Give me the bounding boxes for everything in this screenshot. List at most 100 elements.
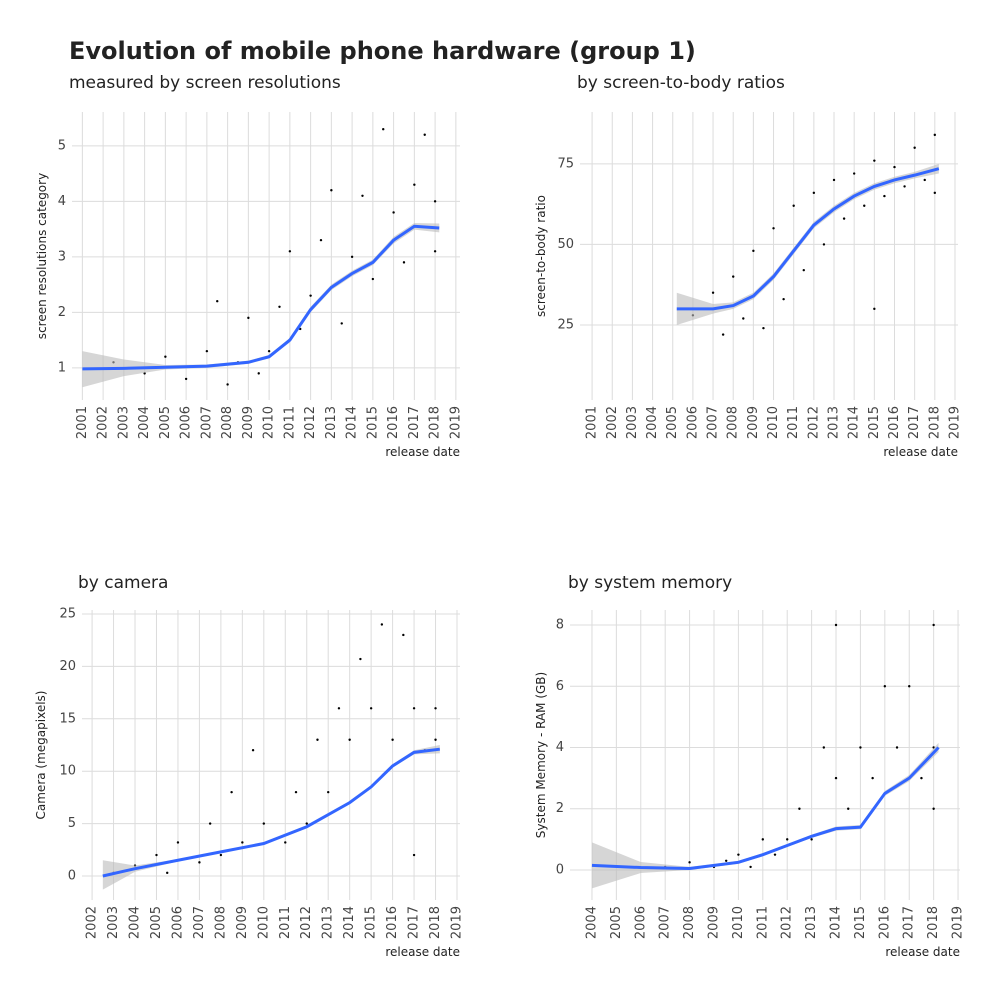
x-tick-label: 2010 bbox=[766, 406, 781, 439]
data-point bbox=[319, 238, 323, 242]
data-point bbox=[434, 707, 437, 710]
smooth-line bbox=[591, 746, 940, 870]
data-point bbox=[176, 841, 180, 844]
y-tick-label: 8 bbox=[556, 618, 564, 633]
data-point bbox=[402, 633, 405, 637]
x-tick-label: 2013 bbox=[804, 906, 819, 939]
data-point bbox=[711, 291, 715, 294]
data-point bbox=[893, 165, 896, 169]
data-point bbox=[859, 746, 862, 749]
x-tick-label: 2005 bbox=[665, 406, 680, 439]
data-point bbox=[773, 853, 777, 856]
x-tick-label: 2016 bbox=[887, 406, 902, 439]
x-tick-label: 2008 bbox=[220, 406, 235, 439]
data-point bbox=[434, 738, 437, 741]
data-point bbox=[932, 807, 935, 810]
y-tick-label: 2 bbox=[556, 801, 564, 816]
x-tick-label: 2018 bbox=[927, 406, 942, 439]
data-point bbox=[423, 133, 426, 136]
data-point bbox=[932, 623, 935, 627]
panel-subtitle: by camera bbox=[78, 573, 168, 593]
y-tick-label: 1 bbox=[58, 360, 66, 375]
x-tick-label: 2009 bbox=[235, 906, 250, 939]
data-point bbox=[822, 746, 826, 749]
data-point bbox=[923, 178, 926, 182]
data-point bbox=[226, 383, 229, 386]
data-point bbox=[241, 841, 244, 844]
figure-title: Evolution of mobile phone hardware (grou… bbox=[69, 37, 696, 65]
data-point bbox=[871, 776, 874, 780]
x-tick-label: 2016 bbox=[385, 906, 400, 939]
x-tick-label: 2019 bbox=[951, 906, 966, 939]
data-point bbox=[205, 349, 209, 353]
data-point bbox=[412, 853, 416, 857]
x-tick-label: 2018 bbox=[428, 406, 443, 439]
panel-subtitle: by screen-to-body ratios bbox=[577, 73, 785, 93]
y-tick-label: 20 bbox=[59, 659, 76, 674]
x-tick-label: 2004 bbox=[645, 406, 660, 439]
data-point bbox=[278, 305, 281, 308]
x-tick-label: 2010 bbox=[262, 406, 277, 439]
data-point bbox=[262, 822, 266, 825]
y-axis-label: screen resolutions category bbox=[35, 173, 49, 339]
x-tick-label: 2017 bbox=[902, 906, 917, 939]
data-point bbox=[309, 294, 312, 297]
x-tick-label: 2002 bbox=[605, 406, 620, 439]
x-tick-label: 2003 bbox=[625, 406, 640, 439]
data-point bbox=[299, 327, 302, 331]
x-tick-label: 2008 bbox=[213, 906, 228, 939]
y-axis-label: screen-to-body ratio bbox=[534, 195, 548, 317]
x-tick-label: 2005 bbox=[609, 906, 624, 939]
data-point bbox=[208, 822, 212, 825]
data-point bbox=[933, 191, 937, 195]
data-point bbox=[772, 227, 775, 230]
y-tick-label: 75 bbox=[557, 156, 574, 171]
x-tick-label: 2014 bbox=[342, 906, 357, 939]
x-axis-label: release date bbox=[885, 945, 960, 959]
data-point bbox=[198, 861, 201, 864]
data-point bbox=[913, 146, 916, 149]
x-tick-label: 2005 bbox=[149, 906, 164, 939]
x-tick-label: 2019 bbox=[449, 906, 464, 939]
y-tick-label: 3 bbox=[58, 249, 66, 264]
x-tick-label: 2008 bbox=[726, 406, 741, 439]
x-tick-label: 2015 bbox=[853, 906, 868, 939]
data-point bbox=[382, 128, 385, 131]
data-point bbox=[316, 738, 319, 741]
x-tick-label: 2015 bbox=[867, 406, 882, 439]
data-point bbox=[337, 707, 341, 710]
x-tick-label: 2015 bbox=[365, 406, 380, 439]
x-tick-label: 2007 bbox=[706, 406, 721, 439]
data-point bbox=[340, 322, 343, 325]
x-tick-label: 2017 bbox=[407, 906, 422, 939]
y-tick-label: 10 bbox=[59, 764, 76, 779]
data-point bbox=[933, 133, 937, 137]
data-point bbox=[391, 738, 394, 741]
data-point bbox=[327, 790, 330, 794]
data-point bbox=[920, 776, 923, 780]
data-point bbox=[361, 194, 364, 197]
x-tick-label: 2012 bbox=[806, 406, 821, 439]
data-point bbox=[883, 194, 886, 198]
x-tick-label: 2017 bbox=[407, 406, 422, 439]
data-point bbox=[392, 211, 395, 214]
confidence-band bbox=[82, 222, 440, 388]
x-axis-label: release date bbox=[385, 445, 460, 459]
data-point bbox=[219, 853, 223, 857]
data-point bbox=[883, 685, 887, 688]
x-tick-label: 2006 bbox=[170, 906, 185, 939]
data-point bbox=[284, 841, 287, 844]
x-tick-label: 2002 bbox=[96, 406, 111, 439]
data-point bbox=[863, 204, 866, 207]
x-tick-label: 2015 bbox=[364, 906, 379, 939]
data-point bbox=[294, 790, 298, 794]
data-point bbox=[847, 807, 850, 810]
data-point bbox=[413, 183, 416, 186]
data-point bbox=[908, 685, 911, 688]
panel-subtitle: measured by screen resolutions bbox=[69, 73, 341, 93]
data-point bbox=[433, 250, 437, 253]
x-tick-label: 2001 bbox=[585, 406, 600, 439]
confidence-band bbox=[102, 744, 440, 890]
x-tick-label: 2003 bbox=[116, 406, 131, 439]
x-tick-label: 2013 bbox=[321, 906, 336, 939]
